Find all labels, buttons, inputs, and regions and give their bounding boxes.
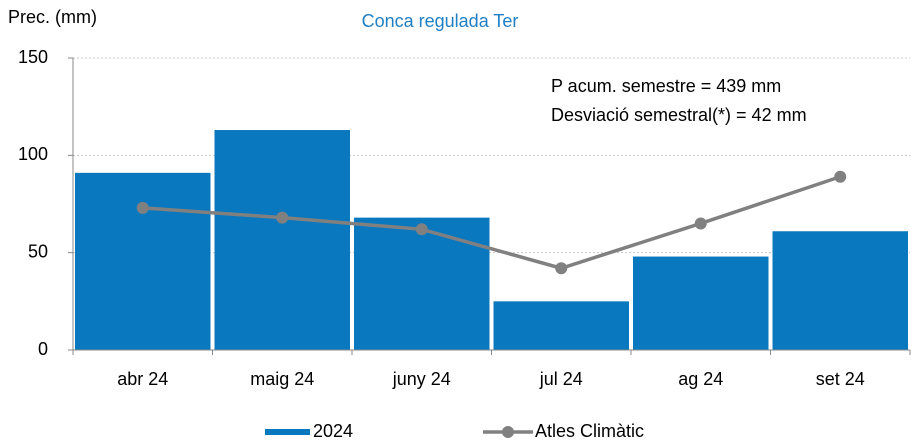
legend-swatch bbox=[265, 429, 310, 435]
line-point bbox=[555, 262, 568, 275]
chart-title: Conca regulada Ter bbox=[362, 11, 519, 31]
x-tick-label: set 24 bbox=[816, 369, 865, 389]
y-tick-label: 0 bbox=[38, 339, 48, 359]
bar bbox=[633, 256, 769, 350]
x-tick-label: jul 24 bbox=[539, 369, 583, 389]
bar bbox=[772, 231, 908, 350]
y-tick-label: 50 bbox=[28, 241, 48, 261]
bar bbox=[214, 130, 350, 350]
y-tick-label: 150 bbox=[18, 47, 48, 67]
x-tick-label: juny 24 bbox=[392, 369, 451, 389]
annotation: Desviació semestral(*) = 42 mm bbox=[551, 105, 807, 125]
legend-label: 2024 bbox=[313, 421, 353, 441]
line-point bbox=[276, 211, 289, 224]
line bbox=[142, 175, 841, 271]
y-tick-label: 100 bbox=[18, 144, 48, 164]
legend-swatch bbox=[502, 426, 514, 438]
x-tick-label: maig 24 bbox=[250, 369, 314, 389]
x-tick-label: abr 24 bbox=[117, 369, 168, 389]
legend-label: Atles Climàtic bbox=[535, 421, 644, 441]
bar bbox=[493, 301, 629, 350]
y-axis-label: Prec. (mm) bbox=[8, 7, 97, 27]
x-tick-label: ag 24 bbox=[678, 369, 723, 389]
annotation: P acum. semestre = 439 mm bbox=[551, 76, 781, 96]
line-point bbox=[415, 223, 428, 236]
line-point bbox=[834, 170, 847, 183]
bar bbox=[75, 172, 211, 350]
line-point bbox=[694, 217, 707, 230]
bar bbox=[354, 217, 490, 350]
line-point bbox=[136, 201, 149, 214]
